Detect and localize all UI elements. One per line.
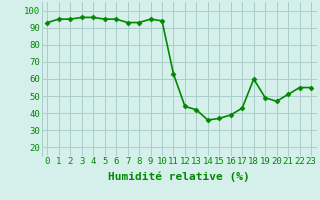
X-axis label: Humidité relative (%): Humidité relative (%) <box>108 172 250 182</box>
